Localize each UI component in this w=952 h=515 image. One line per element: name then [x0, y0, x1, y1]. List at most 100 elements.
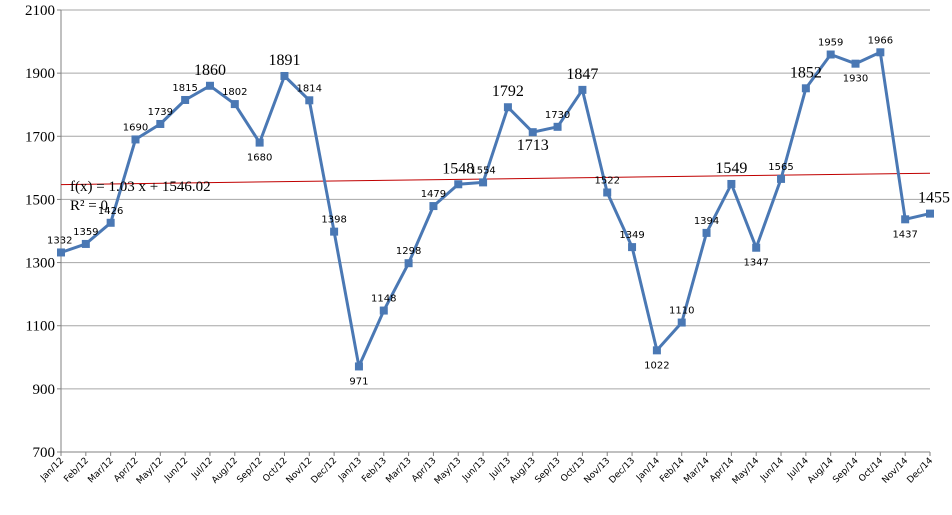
- data-point-Sep/13: [553, 122, 562, 131]
- series-line: [60, 50, 931, 368]
- x-tick-label-23: Dec/13: [608, 456, 638, 486]
- x-tick-label-25: Feb/14: [658, 456, 687, 485]
- data-point-Dec/13: [628, 243, 637, 252]
- x-tick-label-32: Sep/14: [831, 456, 861, 486]
- x-tick-label-13: Feb/13: [360, 456, 389, 485]
- data-point-Jul/14: [801, 84, 810, 93]
- y-axis-tick-labels: 700 900 1100 1300 1500 1700 1900 2100: [25, 3, 55, 461]
- data-point-Mar/12: [106, 218, 115, 227]
- data-point-Oct/14: [876, 48, 885, 57]
- x-tick-label-26: Mar/14: [682, 456, 712, 486]
- trendline-line: [60, 172, 931, 186]
- data-point-Jul/12: [205, 81, 214, 90]
- data-label-Dec/14: 1455: [918, 190, 950, 207]
- x-tick-label-24: Jan/14: [634, 456, 662, 484]
- data-label-Nov/12: 1814: [297, 83, 322, 94]
- data-point-Mar/13: [404, 259, 413, 268]
- data-point-Nov/12: [305, 96, 314, 105]
- data-label-Apr/13: 1479: [421, 189, 446, 200]
- data-label-Mar/12: 1426: [98, 206, 123, 217]
- data-label-Mar/13: 1298: [396, 246, 421, 257]
- x-tick-label-34: Nov/14: [881, 456, 911, 486]
- data-point-Jun/12: [181, 95, 190, 104]
- data-point-Jan/13: [354, 362, 363, 371]
- data-label-Dec/13: 1349: [619, 230, 644, 241]
- data-label-Jun/12: 1815: [172, 83, 197, 94]
- y-tick-label-1900: 1900: [25, 66, 55, 82]
- data-label-Jul/13: 1792: [492, 83, 524, 100]
- data-point-Feb/12: [81, 239, 90, 248]
- gridlines: [61, 9, 930, 453]
- data-point-Aug/12: [230, 100, 239, 109]
- data-point-Nov/13: [603, 188, 612, 197]
- data-label-Aug/14: 1959: [818, 38, 843, 49]
- data-point-Sep/12: [255, 138, 264, 147]
- data-label-Oct/12: 1891: [268, 52, 300, 69]
- data-point-Nov/14: [901, 215, 910, 224]
- data-point-Dec/14: [926, 209, 934, 218]
- trendline-equation-text: f(x) = 1.03 x + 1546.02: [70, 179, 211, 195]
- data-point-Apr/12: [131, 135, 140, 144]
- data-label-Jan/14: 1022: [644, 360, 669, 371]
- data-label-Apr/14: 1549: [715, 160, 747, 177]
- data-label-Jul/14: 1852: [790, 64, 822, 81]
- data-label-May/12: 1739: [148, 107, 173, 118]
- data-point-May/12: [156, 119, 165, 128]
- data-point-Dec/12: [330, 227, 339, 236]
- y-tick-label-2100: 2100: [25, 3, 55, 19]
- x-tick-label-35: Dec/14: [905, 456, 935, 486]
- data-label-Jun/14: 1565: [768, 162, 793, 173]
- x-tick-label-8: Sep/12: [235, 456, 264, 485]
- x-tick-label-1: Feb/12: [62, 456, 91, 485]
- x-tick-label-20: Sep/13: [533, 456, 562, 485]
- data-point-Feb/13: [379, 306, 388, 315]
- trendline: [60, 172, 931, 186]
- data-label-Jan/13: 971: [349, 376, 368, 387]
- data-label-Jun/13: 1554: [470, 165, 495, 176]
- data-point-Jun/14: [777, 174, 786, 183]
- data-label-Dec/12: 1398: [321, 215, 346, 226]
- x-tick-label-11: Dec/12: [310, 456, 340, 486]
- y-tick-label-900: 900: [33, 382, 56, 398]
- data-point-Jan/14: [652, 346, 661, 355]
- data-label-Oct/13: 1847: [566, 66, 598, 83]
- data-point-Aug/13: [528, 128, 537, 137]
- data-label-Nov/14: 1437: [892, 229, 917, 240]
- data-point-Mar/14: [702, 228, 711, 237]
- x-tick-label-31: Aug/14: [806, 456, 836, 486]
- trendline-r2-text: R² = 0: [70, 198, 108, 214]
- data-label-Feb/12: 1359: [73, 227, 98, 238]
- x-tick-label-28: May/14: [731, 456, 762, 487]
- x-tick-label-2: Mar/12: [86, 456, 115, 485]
- x-tick-label-22: Nov/13: [583, 456, 613, 486]
- data-label-Aug/12: 1802: [222, 87, 247, 98]
- data-label-Mar/14: 1394: [694, 216, 719, 227]
- x-tick-label-7: Aug/12: [210, 456, 240, 486]
- y-tick-label-700: 700: [33, 445, 56, 461]
- x-tick-label-4: May/12: [135, 456, 165, 486]
- data-label-Feb/14: 1110: [669, 306, 694, 317]
- data-point-Jan/12: [57, 248, 65, 257]
- x-tick-label-12: Jan/13: [336, 456, 364, 484]
- data-label-Aug/13: 1713: [517, 137, 549, 154]
- y-tick-label-1300: 1300: [25, 256, 55, 272]
- data-point-Apr/14: [727, 179, 736, 188]
- x-tick-label-10: Nov/12: [285, 456, 315, 486]
- data-label-Sep/12: 1680: [247, 153, 272, 164]
- data-point-Aug/14: [826, 50, 835, 59]
- data-label-Feb/13: 1148: [371, 294, 396, 305]
- x-tick-label-29: Jun/14: [758, 456, 786, 484]
- data-label-May/14: 1347: [743, 258, 768, 269]
- x-tick-label-14: Mar/13: [384, 456, 413, 485]
- data-point-May/14: [752, 243, 761, 252]
- data-point-Jul/13: [503, 103, 512, 112]
- data-point-Sep/14: [851, 59, 860, 68]
- x-tick-label-19: Aug/13: [508, 456, 538, 486]
- data-label-Sep/13: 1730: [545, 110, 570, 121]
- data-point-Oct/12: [280, 71, 289, 80]
- data-label-Apr/12: 1690: [123, 122, 148, 133]
- data-label-Jul/12: 1860: [194, 62, 226, 79]
- data-label-Nov/13: 1522: [595, 175, 620, 186]
